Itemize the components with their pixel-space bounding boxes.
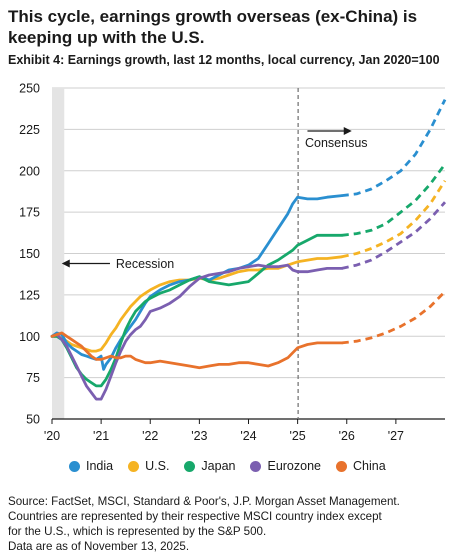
series-forecast-india	[341, 98, 447, 197]
y-tick-label: 100	[19, 330, 40, 344]
source-line: Countries are represented by their respe…	[8, 510, 382, 523]
recession-label: Recession	[116, 257, 174, 271]
chart-legend: India U.S. Japan Eurozone China	[69, 459, 401, 473]
recession-annotation: Recession	[61, 257, 174, 271]
legend-swatch	[128, 460, 140, 472]
y-axis: 50 75 100 125 150 175 200 225 250	[19, 82, 40, 427]
chart-title: This cycle, earnings growth overseas (ex…	[8, 7, 418, 47]
legend-label: Eurozone	[267, 459, 321, 473]
legend-label: U.S.	[145, 459, 170, 473]
legend-item-us: U.S.	[128, 459, 169, 473]
y-tick-label: 250	[19, 82, 40, 96]
source-note: Source: FactSet, MSCI, Standard & Poor's…	[8, 494, 466, 554]
x-axis: '20 '21 '22 '23 '24 '25 '26 '27	[44, 418, 445, 443]
chart-subtitle: Exhibit 4: Earnings growth, last 12 mont…	[8, 53, 440, 67]
source-line: Source: FactSet, MSCI, Standard & Poor's…	[8, 495, 400, 508]
legend-swatch	[69, 460, 80, 472]
legend-item-china: China	[336, 459, 386, 473]
y-tick-label: 75	[26, 371, 40, 385]
series-line-china	[50, 331, 344, 370]
recession-band	[52, 88, 65, 419]
y-tick-label: 125	[19, 288, 40, 302]
y-tick-label: 50	[26, 413, 40, 427]
recession-arrow-head	[61, 259, 70, 268]
consensus-annotation: Consensus	[305, 127, 368, 150]
legend-swatch	[250, 460, 262, 472]
y-tick-label: 150	[19, 247, 40, 261]
source-line: Data are as of November 13, 2025.	[8, 540, 190, 553]
series-forecast-japan	[341, 163, 447, 237]
legend-label: Japan	[201, 459, 236, 473]
series-forecast-china	[341, 290, 446, 345]
x-tick-label: '21	[93, 429, 109, 443]
legend-swatch	[336, 460, 347, 472]
x-tick-label: '20	[44, 429, 60, 443]
consensus-label: Consensus	[305, 136, 368, 150]
consensus-arrow-head	[343, 127, 352, 136]
series-forecast-us	[341, 179, 447, 259]
y-tick-label: 175	[19, 206, 40, 220]
grid-lines	[52, 87, 445, 379]
y-tick-label: 225	[19, 123, 40, 137]
x-tick-label: '22	[142, 429, 158, 443]
y-tick-label: 200	[19, 164, 40, 178]
source-line: for the U.S., which is represented by th…	[8, 525, 267, 538]
series-line-eurozone	[50, 263, 344, 401]
x-tick-label: '25	[289, 429, 305, 443]
x-tick-label: '24	[240, 429, 256, 443]
legend-item-eurozone: Eurozone	[250, 459, 321, 473]
legend-item-japan: Japan	[184, 459, 235, 473]
legend-label: India	[86, 459, 114, 473]
series-forecast-eurozone	[341, 201, 447, 270]
x-tick-label: '27	[388, 429, 404, 443]
series-lines	[50, 98, 447, 401]
legend-label: China	[353, 459, 386, 473]
x-tick-label: '26	[339, 429, 355, 443]
legend-item-india: India	[69, 459, 113, 473]
legend-swatch	[184, 460, 196, 472]
series-line-japan	[50, 233, 344, 388]
x-tick-label: '23	[191, 429, 207, 443]
